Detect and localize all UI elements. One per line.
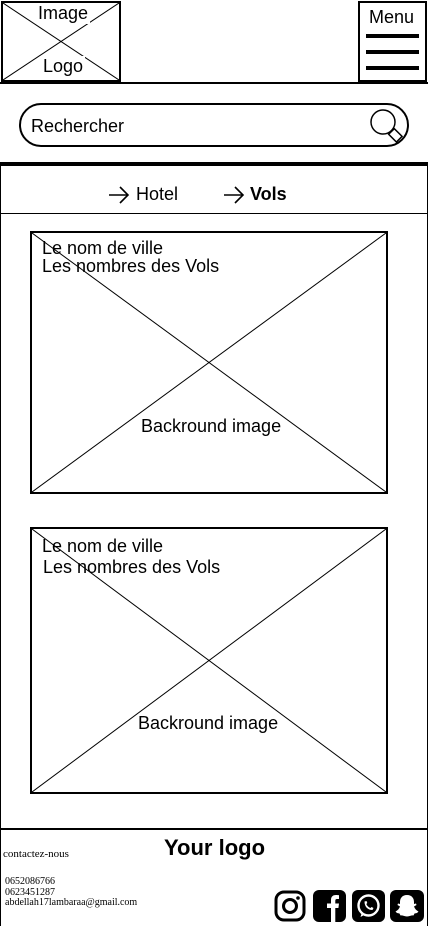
phone-2: 0623451287 [5,887,55,898]
contact-title: contactez-nous [3,848,69,860]
logo-label-bottom: Logo [41,56,86,77]
search-bar[interactable] [19,103,409,147]
city-name: Le nom de ville [42,536,164,556]
flights-count: Les nombres des Vols [42,256,220,276]
background-image-placeholder [32,529,386,792]
flights-count: Les nombres des Vols [43,557,221,577]
menu-button[interactable]: Menu [358,1,427,82]
background-image-label: Backround image [141,416,282,436]
menu-label: Menu [369,7,415,27]
search-icon[interactable] [367,107,407,145]
background-image-label: Backround image [138,713,279,733]
city-card[interactable]: Le nom de ville Les nombres des Vols Bac… [30,231,388,494]
tab-vols-label: Vols [250,184,287,204]
whatsapp-icon[interactable] [352,890,385,922]
arrow-right-icon [224,186,245,204]
footer-logo: Your logo [164,835,266,860]
placeholder-cross-icon [3,3,119,80]
arrow-right-icon [109,186,130,204]
header-divider [0,82,428,84]
tabs-divider [1,213,427,214]
email[interactable]: abdellah17lambaraa@gmail.com [5,897,138,908]
search-input[interactable] [29,111,353,141]
city-card[interactable]: Le nom de ville Les nombres des Vols Bac… [30,527,388,794]
image-logo[interactable]: Image Logo [1,1,121,82]
logo-label-top: Image [36,3,91,24]
phone-1: 0652086766 [5,876,55,887]
tab-hotel-label: Hotel [136,184,179,204]
instagram-icon[interactable] [274,890,306,922]
footer: contactez-nous Your logo 0652086766 0623… [0,830,428,926]
background-image-placeholder [32,233,386,492]
snapchat-icon[interactable] [390,890,424,922]
facebook-icon[interactable] [313,890,346,922]
city-name: Le nom de ville [42,238,164,258]
